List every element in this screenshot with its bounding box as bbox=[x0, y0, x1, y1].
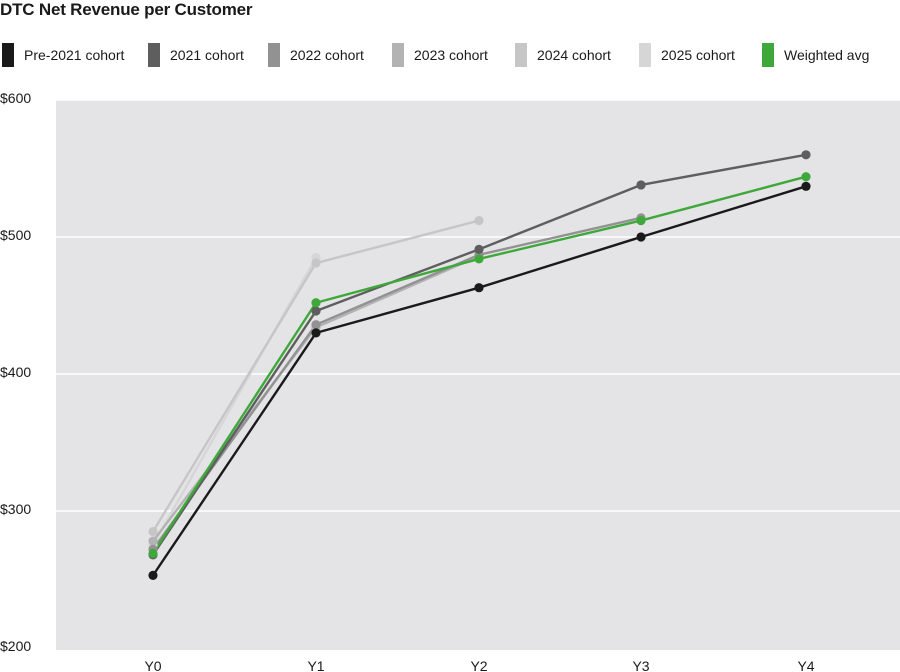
data-point bbox=[311, 258, 321, 268]
y-tick-label: $500 bbox=[0, 227, 31, 243]
data-point bbox=[311, 328, 321, 338]
data-point bbox=[474, 215, 484, 226]
chart-title: DTC Net Revenue per Customer bbox=[0, 0, 253, 19]
legend-item: Pre-2021 cohort bbox=[2, 42, 124, 68]
data-point bbox=[636, 180, 646, 190]
legend-item: 2025 cohort bbox=[639, 42, 735, 68]
y-tick-label: $400 bbox=[0, 364, 31, 380]
data-point bbox=[636, 232, 646, 242]
data-point bbox=[311, 306, 321, 316]
data-point bbox=[474, 283, 484, 293]
x-tick-label: Y4 bbox=[797, 658, 814, 672]
legend-swatch bbox=[392, 43, 404, 67]
legend-swatch bbox=[639, 43, 651, 67]
legend-label: Pre-2021 cohort bbox=[24, 47, 125, 63]
legend-item: 2024 cohort bbox=[515, 42, 611, 68]
x-tick-label: Y1 bbox=[307, 658, 324, 672]
legend-label: 2023 cohort bbox=[414, 47, 488, 63]
y-tick-label: $600 bbox=[0, 90, 31, 106]
legend-swatch bbox=[268, 43, 280, 67]
data-point bbox=[148, 536, 158, 546]
data-point bbox=[148, 570, 158, 580]
legend-label: Weighted avg bbox=[784, 47, 870, 63]
data-point bbox=[311, 298, 321, 308]
data-point bbox=[801, 150, 811, 160]
data-point bbox=[148, 548, 158, 559]
legend-swatch bbox=[762, 43, 774, 67]
data-point bbox=[801, 181, 811, 191]
legend-swatch bbox=[148, 43, 160, 67]
series-line bbox=[152, 216, 642, 551]
y-tick-label: $300 bbox=[0, 501, 31, 517]
data-point bbox=[311, 320, 321, 330]
x-tick-label: Y0 bbox=[144, 658, 161, 672]
legend-label: 2022 cohort bbox=[290, 47, 364, 63]
legend-label: 2025 cohort bbox=[661, 47, 735, 63]
legend-item: 2021 cohort bbox=[148, 42, 244, 68]
legend-swatch bbox=[515, 43, 527, 67]
legend-swatch bbox=[2, 43, 14, 67]
legend-label: 2021 cohort bbox=[170, 47, 244, 63]
x-tick-label: Y3 bbox=[632, 658, 649, 672]
data-point bbox=[474, 254, 484, 264]
data-point bbox=[636, 215, 646, 226]
plot-background bbox=[56, 100, 900, 650]
y-tick-label: $200 bbox=[0, 638, 31, 654]
legend-label: 2024 cohort bbox=[537, 47, 611, 63]
data-point bbox=[801, 172, 811, 182]
legend-item: 2022 cohort bbox=[268, 42, 364, 68]
data-point bbox=[148, 526, 158, 537]
x-tick-label: Y2 bbox=[470, 658, 487, 672]
legend-item: Weighted avg bbox=[762, 42, 869, 68]
legend: Pre-2021 cohort 2021 cohort 2022 cohort 202… bbox=[0, 42, 900, 68]
legend-item: 2023 cohort bbox=[392, 42, 488, 68]
data-point bbox=[474, 244, 484, 254]
